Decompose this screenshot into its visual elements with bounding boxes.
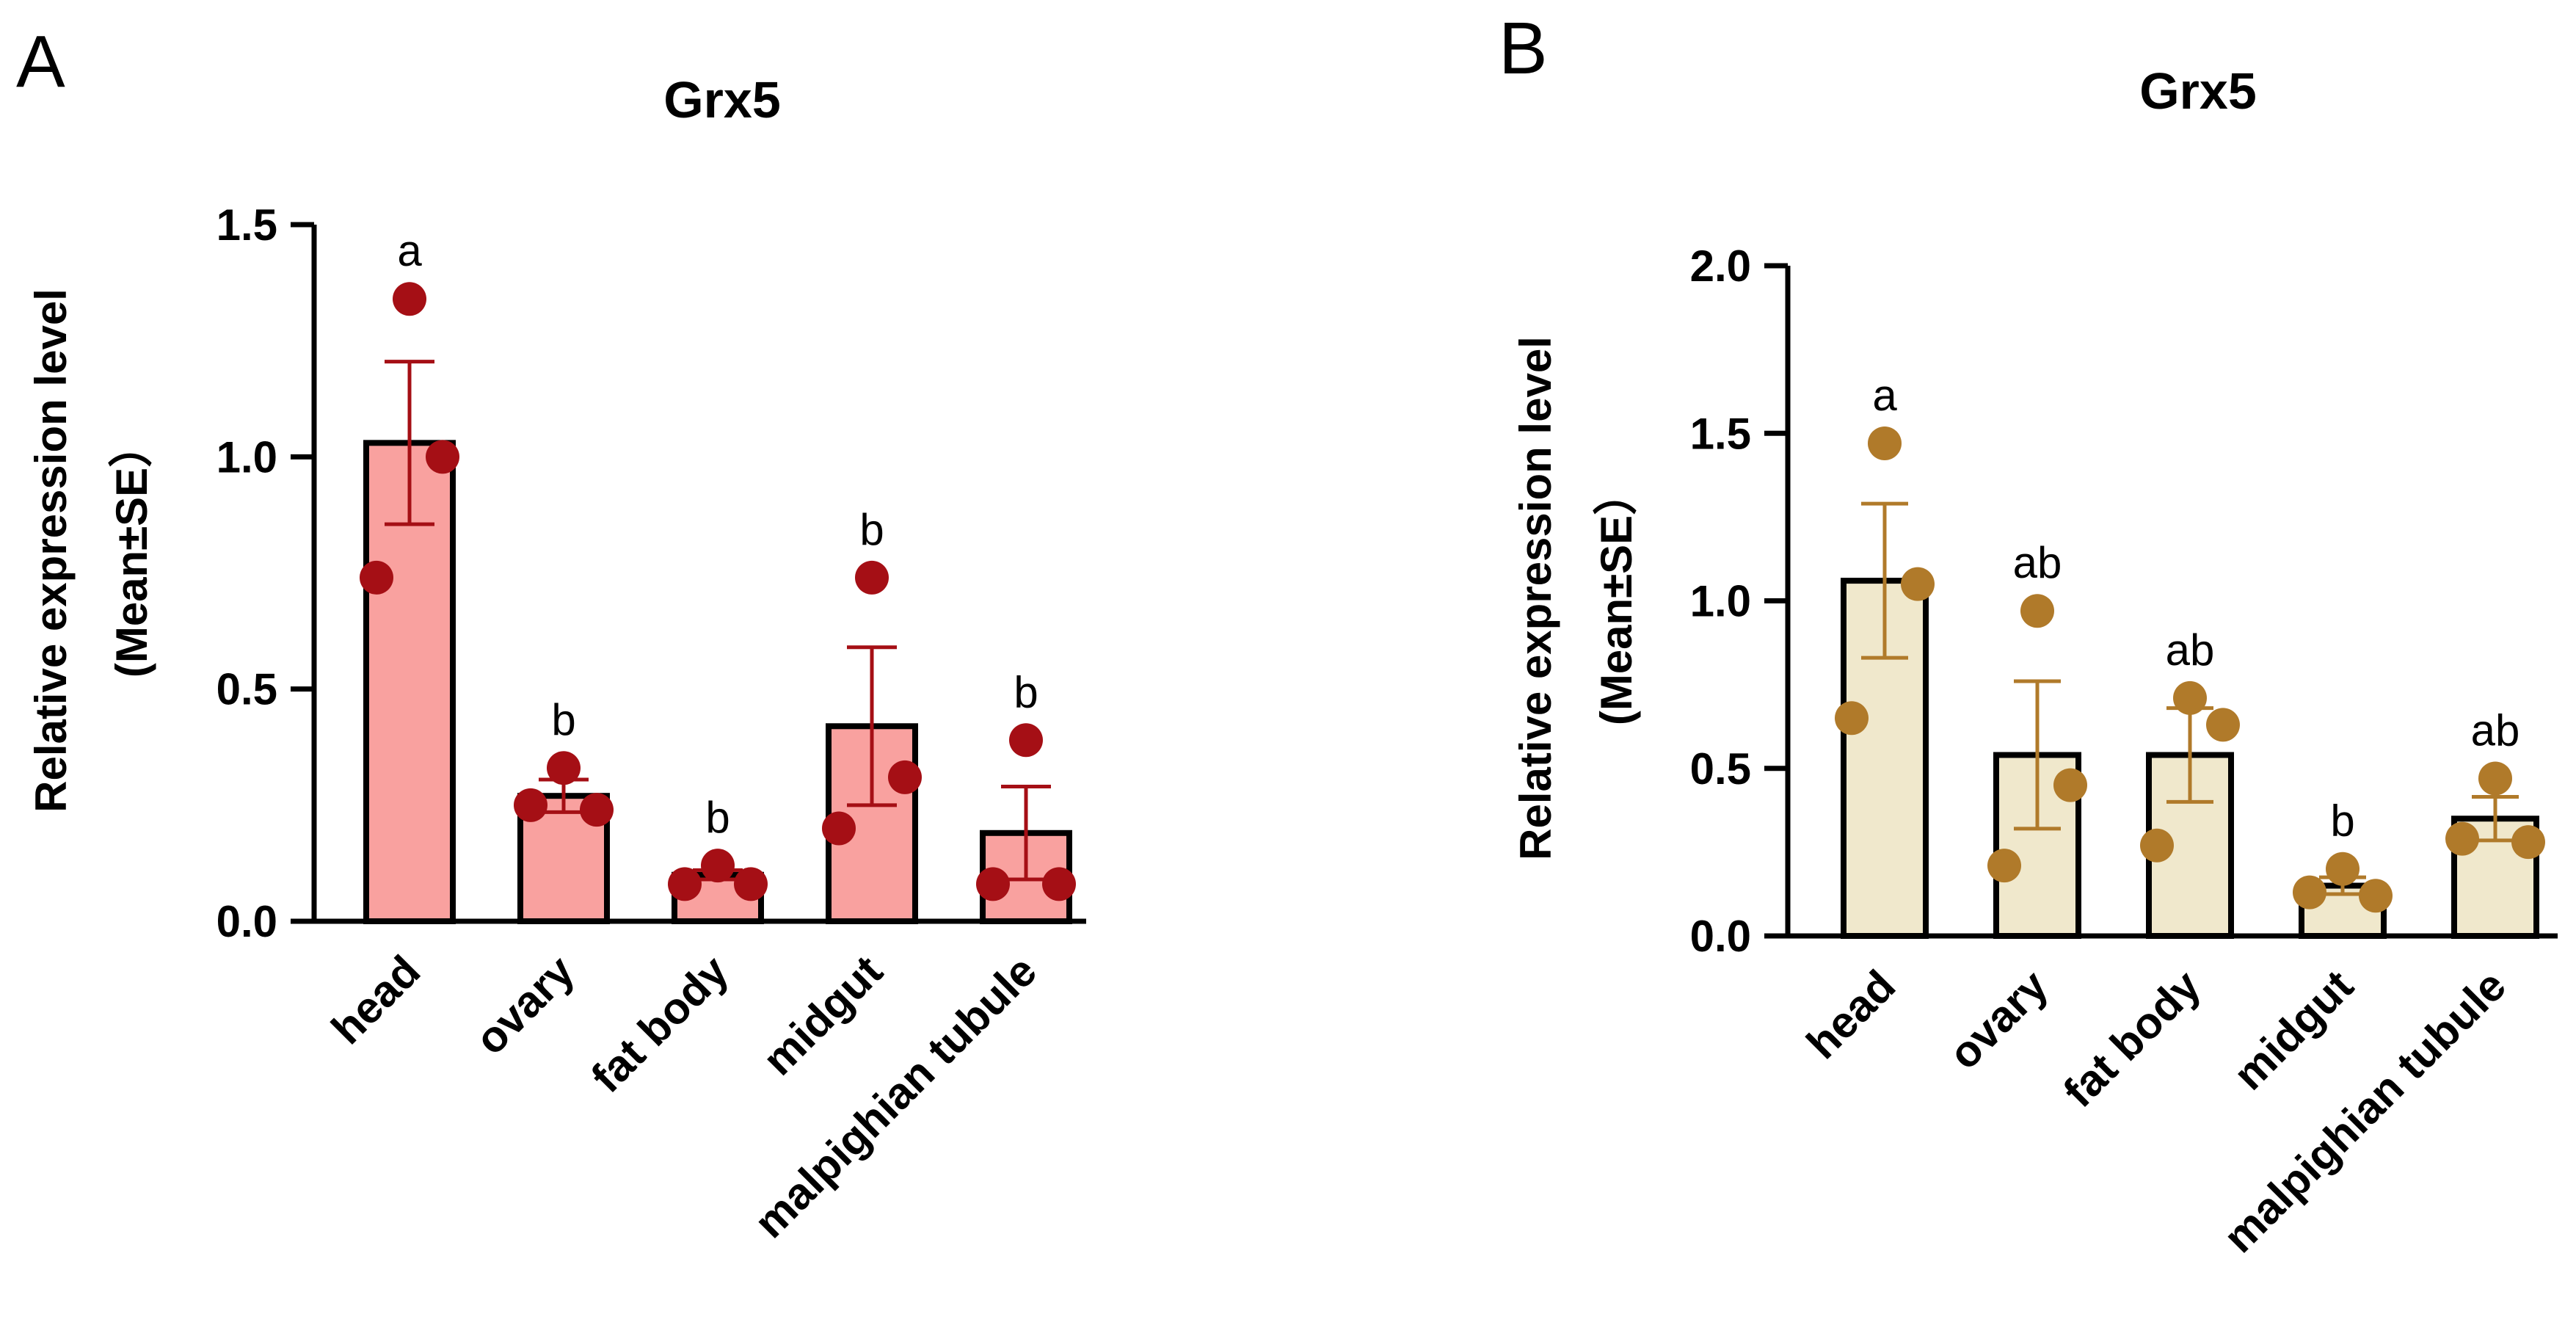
significance-label-b: a	[1872, 371, 1897, 420]
significance-label-b: ab	[2013, 538, 2062, 587]
data-point-b	[2140, 828, 2174, 863]
data-point-b	[2053, 768, 2087, 802]
data-point-a	[734, 867, 768, 901]
y-tick-label-a: 1.0	[217, 432, 277, 482]
significance-label-b: ab	[2166, 625, 2215, 675]
data-point-a	[1009, 723, 1043, 758]
chart-title-a: Grx5	[663, 71, 781, 128]
panel-label-b: B	[1499, 7, 1548, 90]
plot-area-b: 0.0 0.5 1.0 1.5 2.0 a head ab ovary ab fat body b mi…	[1690, 242, 2558, 1262]
significance-label-b: ab	[2471, 705, 2520, 755]
x-tick-label-b: midgut	[2224, 961, 2362, 1100]
x-tick-label-b: fat body	[2054, 960, 2211, 1117]
y-axis-label-a: Relative expression level	[26, 288, 76, 813]
data-point-b	[1835, 701, 1869, 736]
x-tick-label-a: ovary	[466, 945, 584, 1064]
data-point-b	[1868, 426, 1902, 460]
y-axis-label-b: Relative expression level	[1511, 336, 1560, 860]
data-point-a	[668, 867, 702, 901]
y-tick-label-b: 0.5	[1690, 744, 1751, 794]
y-tick-label-a: 1.5	[217, 200, 277, 250]
data-point-b	[2326, 852, 2359, 886]
data-point-a	[514, 788, 547, 822]
y-tick-label-b: 1.0	[1690, 577, 1751, 626]
data-point-a	[855, 560, 889, 595]
x-tick-label-b: head	[1797, 961, 1904, 1068]
data-point-b	[1987, 849, 2021, 883]
x-tick-label-b: ovary	[1940, 960, 2058, 1078]
panel-label-a: A	[16, 21, 65, 103]
significance-label-b: b	[2330, 796, 2354, 846]
data-point-b	[2206, 708, 2240, 742]
data-point-b	[2173, 680, 2207, 715]
x-tick-label-a: fat body	[582, 945, 738, 1102]
y-axis-sublabel-b: (Mean±SE）	[1592, 471, 1641, 725]
significance-label-a: a	[397, 226, 422, 275]
data-point-a	[1042, 867, 1076, 901]
significance-label-a: b	[705, 793, 729, 842]
data-point-b	[2293, 875, 2326, 910]
data-point-a	[360, 560, 393, 595]
data-point-b	[2445, 821, 2479, 856]
data-point-a	[393, 282, 426, 316]
x-tick-label-a: malpighian tubule	[745, 946, 1046, 1247]
data-point-a	[888, 760, 922, 794]
significance-label-a: b	[551, 695, 575, 744]
data-point-b	[2359, 879, 2393, 913]
data-point-a	[701, 849, 735, 883]
y-tick-label-a: 0.5	[217, 665, 277, 714]
x-tick-label-b: malpighian tubule	[2214, 961, 2515, 1262]
plot-area-a: 0.0 0.5 1.0 1.5 a head b ovary b fat body b midgut b…	[217, 200, 1086, 1247]
y-axis-sublabel-a: (Mean±SE）	[107, 424, 156, 678]
data-point-a	[426, 440, 459, 474]
significance-label-a: b	[1014, 667, 1038, 716]
x-tick-label-a: head	[322, 946, 429, 1053]
chart-title-b: Grx5	[2139, 62, 2257, 120]
data-point-a	[547, 751, 581, 785]
y-tick-label-b: 0.0	[1690, 912, 1751, 961]
panel-a: A Grx5 Relative expression level (Mean±S…	[16, 21, 1086, 1247]
data-point-a	[580, 793, 614, 827]
data-point-a	[976, 867, 1010, 901]
y-tick-label-b: 1.5	[1690, 409, 1751, 458]
y-tick-label-b: 2.0	[1690, 242, 1751, 291]
significance-label-a: b	[859, 505, 884, 554]
y-tick-label-a: 0.0	[217, 897, 277, 946]
data-point-a	[822, 811, 856, 846]
data-point-b	[2511, 825, 2545, 860]
data-point-b	[2478, 761, 2512, 796]
data-point-b	[1901, 567, 1935, 601]
x-tick-label-a: midgut	[753, 946, 892, 1085]
panel-b: B Grx5 Relative expression level (Mean±S…	[1499, 7, 2558, 1262]
data-point-b	[2020, 594, 2054, 628]
